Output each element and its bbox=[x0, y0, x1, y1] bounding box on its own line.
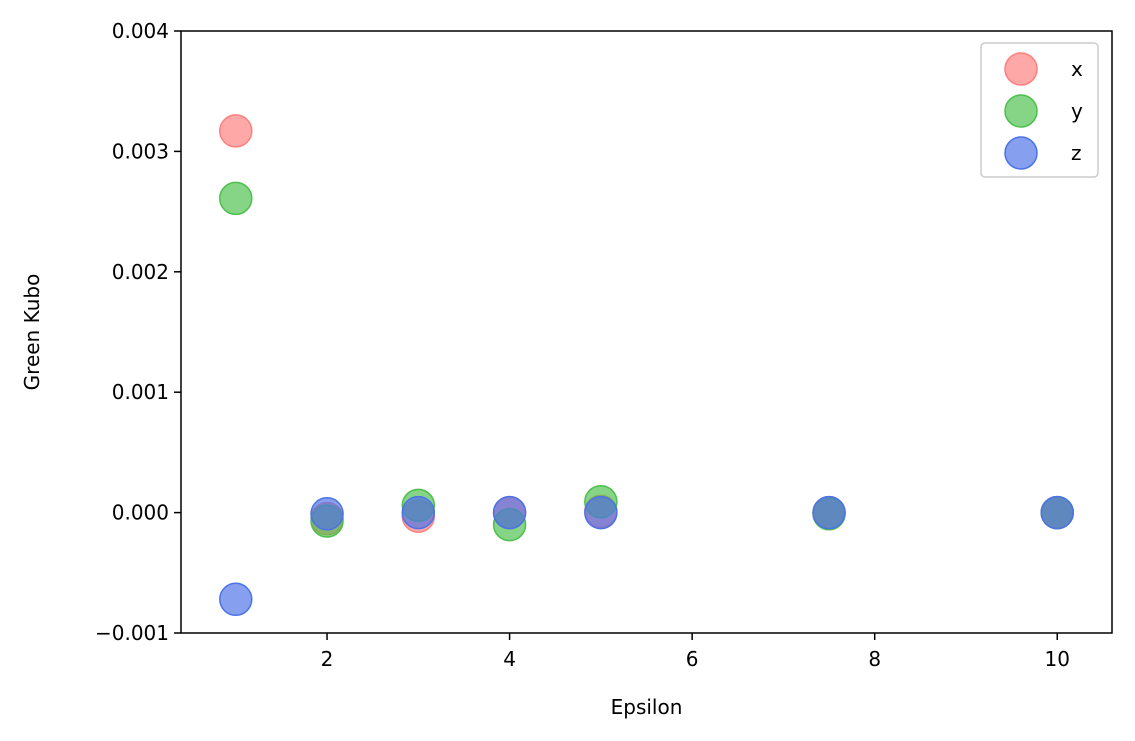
x-tick-label: 6 bbox=[686, 647, 699, 671]
data-point-z bbox=[219, 582, 253, 617]
y-tick-label: −0.001 bbox=[95, 621, 169, 645]
data-point-z bbox=[1040, 495, 1074, 530]
data-point-z bbox=[492, 495, 527, 530]
legend-marker-y bbox=[1004, 94, 1038, 128]
x-tick-label: 8 bbox=[868, 647, 881, 671]
legend-label-x: x bbox=[1071, 57, 1083, 81]
x-axis: 2 4 6 8 10 bbox=[321, 633, 1070, 671]
y-axis-label: Green Kubo bbox=[20, 274, 44, 391]
y-axis: −0.001 0.000 0.001 0.002 0.003 0.004 bbox=[95, 19, 181, 645]
legend-label-z: z bbox=[1071, 141, 1082, 165]
y-tick-label: 0.002 bbox=[112, 260, 169, 284]
x-tick-label: 10 bbox=[1045, 647, 1070, 671]
plot-area-frame bbox=[180, 30, 1113, 634]
data-point-z bbox=[812, 495, 846, 530]
legend: xyz bbox=[980, 42, 1099, 178]
y-tick-label: 0.003 bbox=[112, 139, 169, 163]
data-point-y bbox=[219, 181, 253, 216]
y-tick-label: 0.000 bbox=[112, 501, 169, 525]
y-tick-label: 0.004 bbox=[112, 19, 169, 43]
x-tick-label: 2 bbox=[321, 647, 334, 671]
data-point-z bbox=[584, 495, 618, 530]
data-point-z bbox=[310, 497, 344, 531]
data-point-x bbox=[219, 114, 253, 148]
legend-marker-z bbox=[1004, 136, 1038, 170]
legend-label-y: y bbox=[1071, 99, 1083, 123]
x-tick-label: 4 bbox=[503, 647, 516, 671]
x-axis-label: Epsilon bbox=[611, 695, 683, 719]
y-tick-label: 0.001 bbox=[112, 380, 169, 404]
data-points bbox=[219, 114, 1074, 617]
legend-marker-x bbox=[1004, 52, 1038, 86]
data-point-z bbox=[401, 495, 436, 530]
